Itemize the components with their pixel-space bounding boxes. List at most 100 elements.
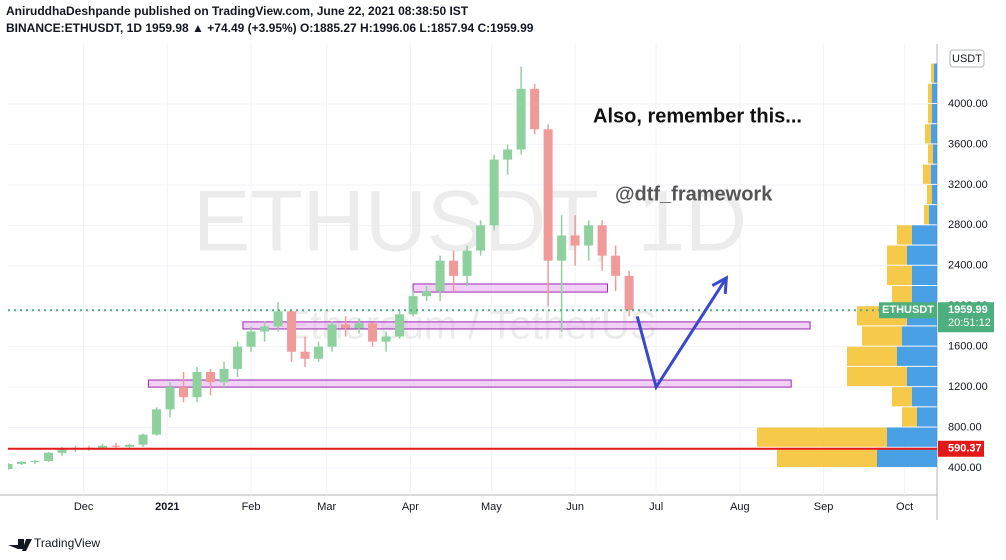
symbol-tag-text: ETHUSDT xyxy=(882,304,934,316)
candle-body xyxy=(152,409,162,435)
x-tick-label: Jul xyxy=(649,501,663,513)
candle-body xyxy=(435,260,445,292)
candle-body xyxy=(570,235,580,246)
profile-up xyxy=(932,184,937,205)
candle-body xyxy=(179,387,189,398)
profile-down xyxy=(928,103,932,124)
candle-body xyxy=(192,371,202,398)
profile-down xyxy=(887,265,912,285)
candle-body xyxy=(125,444,135,447)
candle-body xyxy=(206,371,216,383)
profile-up xyxy=(912,225,937,245)
candle-body xyxy=(138,434,148,445)
candle-body xyxy=(422,291,432,297)
candle-body xyxy=(111,445,121,447)
candle-body xyxy=(273,311,283,327)
x-tick-label: Feb xyxy=(242,501,261,513)
profile-up xyxy=(929,205,937,225)
candle-body xyxy=(462,250,472,276)
profile-up xyxy=(933,144,937,164)
candle-body xyxy=(584,225,594,246)
x-tick-label: May xyxy=(481,501,502,513)
candle-body xyxy=(449,260,459,276)
candle-body xyxy=(597,225,607,256)
x-tick-label: Dec xyxy=(74,501,94,513)
support-label: 590.37 xyxy=(948,443,982,455)
candle-body xyxy=(489,159,499,226)
profile-up xyxy=(912,285,937,306)
brand: TradingView xyxy=(34,536,100,550)
candle-body xyxy=(8,463,13,470)
candle-body xyxy=(476,225,486,251)
profile-up xyxy=(902,326,937,346)
profile-up xyxy=(934,63,937,83)
profile-down xyxy=(928,83,932,103)
profile-down xyxy=(925,124,931,144)
candle-body xyxy=(341,324,351,329)
countdown: 20:51:12 xyxy=(948,317,991,329)
y-tick-label: 800.00 xyxy=(948,421,982,433)
profile-up xyxy=(912,387,937,407)
y-tick-label: 1200.00 xyxy=(948,381,988,393)
profile-down xyxy=(847,366,907,387)
support-tag xyxy=(938,440,984,457)
profile-down xyxy=(928,144,933,164)
x-tick-label: Sep xyxy=(814,501,834,513)
candle-body xyxy=(516,88,526,150)
y-tick-label: 3200.00 xyxy=(948,179,988,191)
profile-down xyxy=(927,184,932,205)
candle-body xyxy=(57,448,67,453)
annotation: @dtf_framework xyxy=(615,183,773,205)
candle-body xyxy=(44,452,54,461)
publish-line: AniruddhaDeshpande published on TradingV… xyxy=(6,4,469,18)
y-tick-label: 2800.00 xyxy=(948,219,988,231)
profile-down xyxy=(887,245,907,265)
zone xyxy=(242,321,811,330)
y-tick-label: 1600.00 xyxy=(948,341,988,353)
profile-up xyxy=(917,407,937,427)
arrow xyxy=(635,277,728,391)
candle-body xyxy=(408,296,418,315)
y-tick-label: 400.00 xyxy=(948,462,982,474)
last-price-tag xyxy=(938,302,994,333)
profile-up xyxy=(932,103,937,124)
candle-body xyxy=(354,323,364,329)
profile-down xyxy=(892,285,912,306)
zone xyxy=(147,379,792,388)
profile-down xyxy=(847,346,897,366)
candle-body xyxy=(327,324,337,347)
tv-logo xyxy=(8,539,32,551)
y-tick-label: 4000.00 xyxy=(948,98,988,110)
profile-down xyxy=(777,447,877,468)
profile-down xyxy=(897,225,912,245)
candle-body xyxy=(219,368,229,383)
candle-body xyxy=(624,275,634,311)
x-tick-label: Mar xyxy=(317,501,336,513)
candle-body xyxy=(381,336,391,342)
candle-body xyxy=(611,255,621,276)
profile-down xyxy=(862,326,902,346)
candle-body xyxy=(395,314,405,337)
last-price-label: 1959.99 xyxy=(948,304,988,316)
profile-up xyxy=(932,83,937,103)
profile-up xyxy=(907,245,937,265)
currency: USDT xyxy=(952,53,982,65)
profile-up xyxy=(907,366,937,387)
candle-body xyxy=(557,235,567,261)
x-tick-label: Aug xyxy=(730,501,750,513)
annotation: Also, remember this... xyxy=(593,105,802,127)
x-tick-label: Jun xyxy=(566,501,584,513)
candle-body xyxy=(17,461,27,464)
y-tick-label: 2400.00 xyxy=(948,260,988,272)
profile-up xyxy=(897,346,937,366)
candle-body xyxy=(246,331,256,347)
candle-body xyxy=(368,323,378,342)
y-tick-label: 3600.00 xyxy=(948,138,988,150)
candle-body xyxy=(260,326,270,332)
candle-body xyxy=(165,387,175,410)
candle-body xyxy=(98,445,108,449)
zone xyxy=(412,283,609,293)
candle-body xyxy=(233,346,243,369)
candle-body xyxy=(503,149,513,160)
